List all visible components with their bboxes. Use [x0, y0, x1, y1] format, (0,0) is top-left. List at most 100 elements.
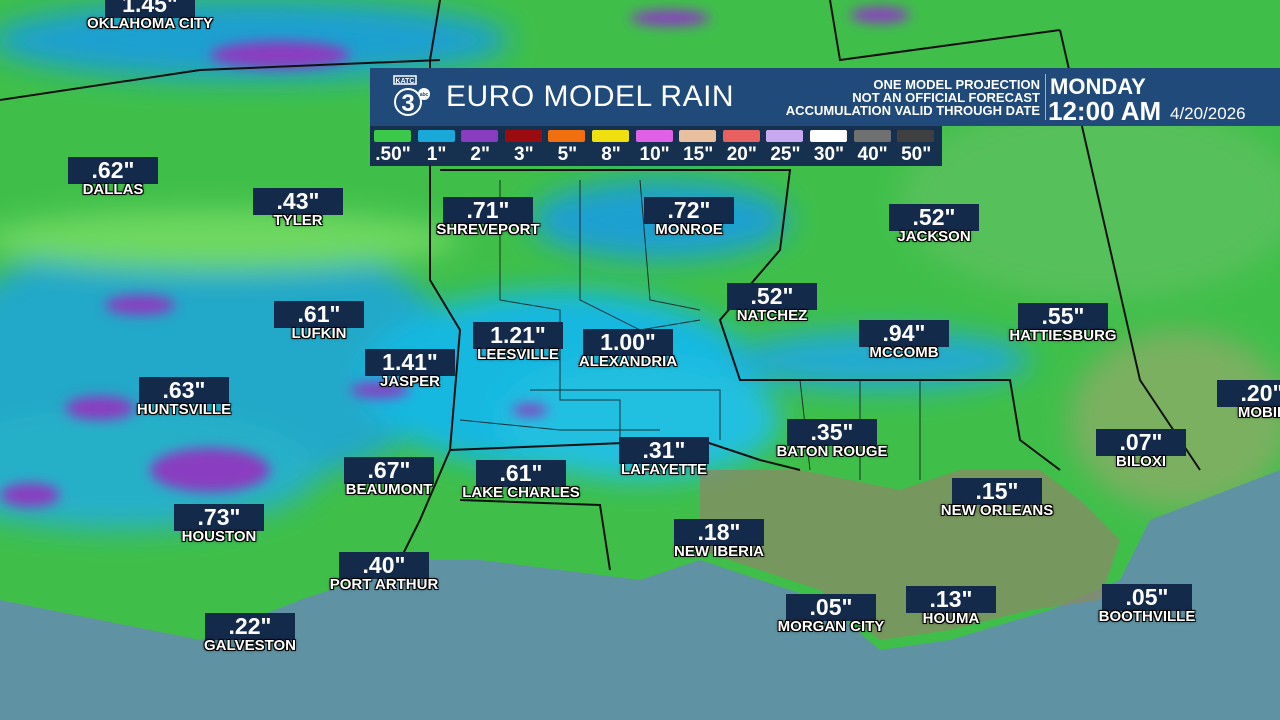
katc-3-abc-logo: KATC 3 abc [393, 75, 430, 117]
city-name: LAFAYETTE [620, 461, 708, 478]
legend-swatch [504, 130, 542, 142]
city-name: GALVESTON [204, 637, 296, 654]
legend-label: 8" [601, 144, 621, 165]
city-label: .52" NATCHEZ [692, 283, 852, 324]
city-label: .73" HOUSTON [139, 504, 299, 545]
legend-label: 10" [639, 144, 670, 165]
legend-label: 40" [857, 144, 888, 165]
city-name: HOUMA [922, 610, 980, 627]
legend-swatch [592, 130, 629, 142]
city-name: PORT ARTHUR [329, 576, 439, 593]
rainfall-value: .31" [619, 437, 709, 464]
legend-label: 5" [557, 144, 578, 165]
city-name: ALEXANDRIA [578, 353, 678, 370]
rainfall-value: .05" [1102, 584, 1192, 611]
city-label: .15" NEW ORLEANS [917, 478, 1077, 519]
svg-text:abc: abc [420, 92, 429, 98]
legend-swatch [679, 130, 717, 142]
legend-swatch [810, 130, 847, 142]
city-name: MORGAN CITY [777, 618, 885, 635]
city-label: .18" NEW IBERIA [639, 519, 799, 560]
legend-swatch [635, 130, 673, 142]
rainfall-value: .13" [906, 586, 996, 613]
city-name: NATCHEZ [736, 307, 808, 324]
rainfall-value: .63" [139, 377, 229, 404]
city-name: MCCOMB [869, 344, 939, 361]
gulf-of-mexico [0, 470, 1280, 720]
city-label: .67" BEAUMONT [309, 457, 469, 498]
rainfall-value: .07" [1096, 429, 1186, 456]
city-name: DALLAS [82, 181, 144, 198]
city-label: .71" SHREVEPORT [408, 197, 568, 238]
legend-swatch [897, 130, 935, 142]
legend-swatch [461, 130, 499, 142]
rainfall-value: .52" [889, 204, 979, 231]
state-borders [0, 0, 1201, 571]
city-label: .72" MONROE [609, 197, 769, 238]
valid-day: MONDAY [1050, 74, 1146, 99]
city-label: .61" LAKE CHARLES [441, 460, 601, 501]
rainfall-value: 1.41" [365, 349, 455, 376]
rainfall-value: .71" [443, 197, 533, 224]
rainfall-value: .62" [68, 157, 158, 184]
disclaimer-line: ONE MODEL PROJECTION [873, 77, 1040, 92]
rainfall-value: 1.00" [583, 329, 673, 356]
city-name: NEW ORLEANS [940, 502, 1054, 519]
legend-label: 25" [770, 144, 801, 165]
city-label: .07" BILOXI [1061, 429, 1221, 470]
svg-text:3: 3 [401, 90, 414, 117]
disclaimer-line: NOT AN OFFICIAL FORECAST [852, 90, 1040, 105]
city-name: MONROE [655, 221, 723, 238]
city-label: .43" TYLER [218, 188, 378, 229]
legend-swatch [722, 130, 760, 142]
city-name: TYLER [273, 212, 323, 229]
map-title: EURO MODEL RAIN [446, 80, 735, 113]
rainfall-value: .73" [174, 504, 264, 531]
rainfall-value: .20" [1217, 380, 1280, 407]
rainfall-value: .72" [644, 197, 734, 224]
city-name: HUNTSVILLE [136, 401, 232, 418]
city-label: .20"MOBIL [1182, 380, 1280, 421]
city-name: BILOXI [1115, 453, 1166, 470]
city-name: BATON ROUGE [776, 443, 888, 460]
rainfall-legend: .50" 1" 2" 3" 5" 8" 10" 15" 20" 25" 30" 40" 50" [370, 126, 942, 166]
city-name: LEESVILLE [477, 346, 559, 363]
legend-label: 15" [683, 144, 714, 165]
rainfall-value: .18" [674, 519, 764, 546]
city-label: .63" HUNTSVILLE [104, 377, 264, 418]
legend-swatch [766, 130, 804, 142]
divider [1045, 74, 1046, 120]
city-label: .13" HOUMA [871, 586, 1031, 627]
city-label: 1.00" ALEXANDRIA [548, 329, 708, 370]
heavy-rain-shading [0, 7, 910, 507]
rainfall-value: .94" [859, 320, 949, 347]
city-name: BEAUMONT [345, 481, 433, 498]
city-name: BOOTHVILLE [1098, 608, 1196, 625]
rainfall-value: .43" [253, 188, 343, 215]
city-name: HATTIESBURG [1009, 327, 1117, 344]
rainfall-value: .52" [727, 283, 817, 310]
city-label: .40" PORT ARTHUR [304, 552, 464, 593]
rainfall-value: .40" [339, 552, 429, 579]
city-label: .52" JACKSON [854, 204, 1014, 245]
rainfall-value: .61" [274, 301, 364, 328]
city-label: .05" BOOTHVILLE [1067, 584, 1227, 625]
legend-label: 20" [726, 144, 757, 165]
title-banner: KATC 3 abc EURO MODEL RAIN ONE MODEL PRO… [370, 68, 1280, 126]
valid-date: 4/20/2026 [1170, 104, 1246, 123]
city-name: MOBIL [1237, 404, 1280, 421]
rainfall-value: .55" [1018, 303, 1108, 330]
legend-label: 1" [426, 144, 447, 165]
city-name: JACKSON [897, 228, 971, 245]
city-label: .94" MCCOMB [824, 320, 984, 361]
city-name: SHREVEPORT [436, 221, 540, 238]
city-label: .35" BATON ROUGE [752, 419, 912, 460]
city-label: .55" HATTIESBURG [983, 303, 1143, 344]
city-name: LUFKIN [291, 325, 347, 342]
city-name: NEW IBERIA [674, 543, 764, 560]
city-name: HOUSTON [181, 528, 257, 545]
city-label: .61" LUFKIN [239, 301, 399, 342]
city-name: OKLAHOMA CITY [86, 15, 214, 32]
legend-swatch [417, 130, 455, 142]
valid-time: 12:00 AM [1048, 96, 1162, 126]
